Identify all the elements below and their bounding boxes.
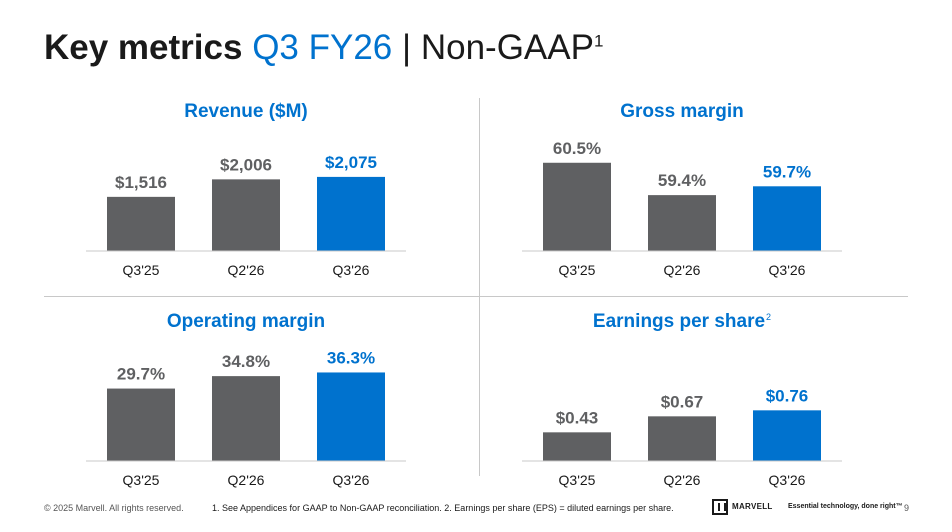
page-number: 9: [904, 503, 910, 513]
operating-margin-value-label: 36.3%: [327, 348, 375, 367]
title-separator: |: [402, 28, 412, 67]
eps-value-label: $0.43: [556, 408, 599, 427]
gross-margin-chart: Gross margin 60.5% Q3'25 59.4% Q2'26 59.7% Q3'…: [496, 96, 896, 286]
revenue-value-label: $2,006: [220, 155, 272, 174]
gross-margin-value-label: 59.4%: [658, 171, 706, 190]
eps-bar: [753, 410, 821, 461]
title-footnote-mark: 1: [593, 31, 604, 51]
revenue-category-label: Q2'26: [228, 262, 265, 278]
gross-margin-category-label: Q3'26: [769, 262, 806, 278]
horizontal-divider: [44, 296, 908, 297]
eps-title: Earnings per share2: [593, 311, 771, 332]
eps-bar: [648, 416, 716, 461]
revenue-value-label: $1,516: [115, 173, 167, 192]
revenue-bar: [107, 196, 175, 251]
eps-value-label: $0.67: [661, 392, 704, 411]
operating-margin-title: Operating margin: [167, 311, 325, 332]
operating-margin-value-label: 34.8%: [222, 352, 270, 371]
footer: © 2025 Marvell. All rights reserved. 1. …: [0, 498, 952, 518]
gross-margin-title: Gross margin: [620, 101, 744, 122]
eps-category-label: Q3'26: [769, 472, 806, 488]
footer-tagline: Essential technology, done right™: [788, 503, 903, 510]
gross-margin-category-label: Q3'25: [559, 262, 596, 278]
revenue-bar: [317, 176, 385, 251]
revenue-category-label: Q3'25: [123, 262, 160, 278]
eps-value-label: $0.76: [766, 386, 809, 405]
eps-category-label: Q3'25: [559, 472, 596, 488]
gross-margin-svg: Gross margin 60.5% Q3'25 59.4% Q2'26 59.7% Q3'…: [522, 101, 842, 278]
eps-bar: [543, 432, 611, 461]
operating-margin-category-label: Q3'26: [333, 472, 370, 488]
operating-margin-category-label: Q2'26: [228, 472, 265, 488]
revenue-title: Revenue ($M): [184, 101, 308, 122]
marvell-logo-icon: [712, 499, 728, 515]
logo-text: MARVELL: [732, 502, 773, 511]
gross-margin-value-label: 59.7%: [763, 162, 811, 181]
footer-notes: 1. See Appendices for GAAP to Non-GAAP r…: [212, 503, 674, 513]
footer-copyright: © 2025 Marvell. All rights reserved.: [44, 503, 184, 513]
operating-margin-bar: [212, 376, 280, 461]
gross-margin-category-label: Q2'26: [664, 262, 701, 278]
operating-margin-svg: Operating margin 29.7% Q3'25 34.8% Q2'26 36.3…: [86, 311, 406, 488]
gross-margin-bar: [753, 186, 821, 251]
gross-margin-value-label: 60.5%: [553, 139, 601, 158]
revenue-bar: [212, 179, 280, 251]
title-basis: Non-GAAP: [420, 28, 594, 67]
vertical-divider: [479, 98, 480, 476]
revenue-value-label: $2,075: [325, 153, 377, 172]
eps-category-label: Q2'26: [664, 472, 701, 488]
revenue-category-label: Q3'26: [333, 262, 370, 278]
revenue-chart: Revenue ($M) $1,516 Q3'25 $2,006 Q2'26 $2,075…: [60, 96, 460, 286]
gross-margin-bar: [543, 162, 611, 251]
eps-chart: Earnings per share2 $0.43 Q3'25 $0.67 Q2'26 $…: [496, 306, 896, 496]
operating-margin-bar: [317, 372, 385, 461]
operating-margin-chart: Operating margin 29.7% Q3'25 34.8% Q2'26 36.3…: [60, 306, 460, 496]
title-bold: Key metrics: [44, 28, 243, 67]
marvell-logo: MARVELL: [712, 499, 773, 515]
eps-svg: Earnings per share2 $0.43 Q3'25 $0.67 Q2'26 $…: [522, 311, 842, 488]
operating-margin-value-label: 29.7%: [117, 365, 165, 384]
operating-margin-bar: [107, 388, 175, 461]
revenue-svg: Revenue ($M) $1,516 Q3'25 $2,006 Q2'26 $2,075…: [86, 101, 406, 278]
page-title: Key metrics Q3 FY26 | Non-GAAP1: [44, 26, 603, 70]
title-period: Q3 FY26: [252, 28, 393, 67]
gross-margin-bar: [648, 195, 716, 251]
operating-margin-category-label: Q3'25: [123, 472, 160, 488]
